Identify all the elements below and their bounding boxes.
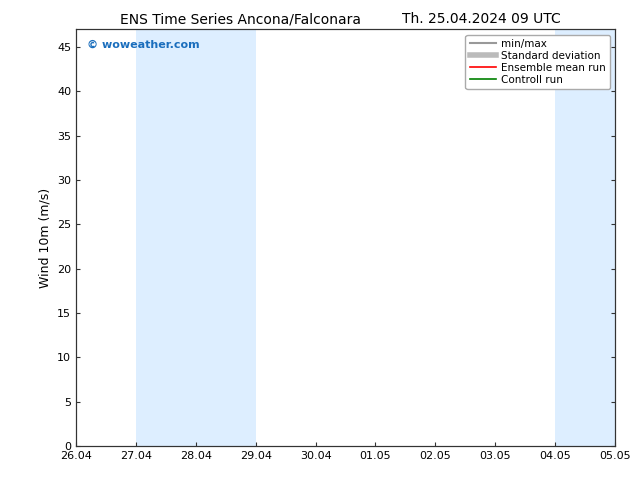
Bar [555, 29, 634, 446]
Legend: min/max, Standard deviation, Ensemble mean run, Controll run: min/max, Standard deviation, Ensemble me… [465, 35, 610, 89]
Text: ENS Time Series Ancona/Falconara: ENS Time Series Ancona/Falconara [120, 12, 361, 26]
Bar [136, 29, 256, 446]
Y-axis label: Wind 10m (m/s): Wind 10m (m/s) [39, 188, 51, 288]
Text: Th. 25.04.2024 09 UTC: Th. 25.04.2024 09 UTC [403, 12, 561, 26]
Text: © woweather.com: © woweather.com [87, 40, 200, 50]
